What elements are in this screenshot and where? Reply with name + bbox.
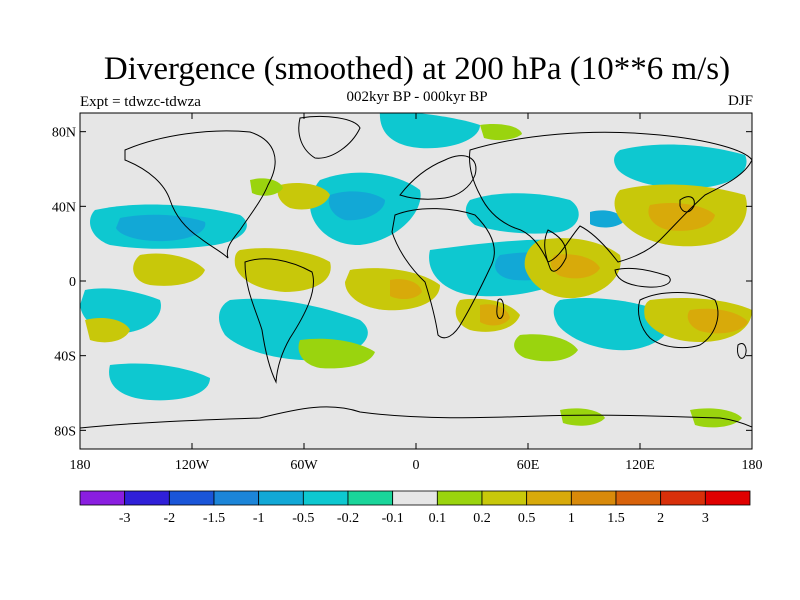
season-label: DJF xyxy=(727,93,753,109)
colorbar-label: 0.5 xyxy=(518,511,536,526)
colorbar-label: -2 xyxy=(163,511,175,526)
x-tick-label: 120W xyxy=(175,458,210,473)
x-tick-label: 180 xyxy=(70,458,91,473)
coastline-japan xyxy=(679,196,695,213)
colorbar-box xyxy=(615,490,662,506)
colorbar-label: -3 xyxy=(119,511,131,526)
y-tick-label: 0 xyxy=(69,275,76,290)
y-tick-label: 80N xyxy=(52,126,76,141)
colorbar-label: 2 xyxy=(657,511,664,526)
colorbar-label: -0.1 xyxy=(382,511,404,526)
colorbar-box xyxy=(79,490,126,506)
colorbar-box xyxy=(302,490,349,506)
colorbar-box xyxy=(481,490,528,506)
x-tick-label: 60E xyxy=(517,458,540,473)
y-tick-label: 80S xyxy=(54,424,76,439)
colorbar-labels: -3 -2 -1.5 -1 -0.5 -0.2 -0.1 0.1 0.2 0.5 1 1.5 2 3 xyxy=(119,511,709,526)
colorbar-label: 3 xyxy=(702,511,709,526)
y-tick-label: 40N xyxy=(52,200,76,215)
coastline-madagascar xyxy=(496,298,505,319)
coastline-south-america xyxy=(244,258,314,384)
coastline-indonesia xyxy=(614,267,671,288)
coastline-australia xyxy=(637,292,719,349)
x-tick-label: 0 xyxy=(413,458,420,473)
colorbar-label: 0.2 xyxy=(473,511,491,526)
colorbar-box xyxy=(168,490,215,506)
colorbar-label: -1 xyxy=(253,511,265,526)
coastline-asia xyxy=(469,131,752,263)
colorbar-label: 1 xyxy=(568,511,575,526)
colorbar-box xyxy=(436,490,483,506)
y-tick-label: 40S xyxy=(54,350,76,365)
y-axis: 80N 40N 0 40S 80S xyxy=(52,126,752,439)
colorbar-box xyxy=(124,490,170,506)
colorbar-box xyxy=(570,490,617,506)
weak-divergence-regions xyxy=(250,124,742,428)
colorbar-box xyxy=(347,490,394,506)
colorbar-box xyxy=(660,490,706,506)
divergence-field xyxy=(80,113,752,429)
colorbar-label: -0.2 xyxy=(337,511,359,526)
colorbar-label: 1.5 xyxy=(607,511,625,526)
colorbar-box xyxy=(258,490,304,506)
x-tick-label: 60W xyxy=(290,458,318,473)
colorbar-box xyxy=(704,490,751,506)
coastline-greenland xyxy=(298,115,361,159)
colorbar-label: -0.5 xyxy=(292,511,314,526)
coastline-north-america xyxy=(124,130,276,259)
chart-title: Divergence (smoothed) at 200 hPa (10**6 … xyxy=(103,51,731,87)
colorbar xyxy=(79,490,751,506)
colorbar-label: -1.5 xyxy=(203,511,225,526)
colorbar-box xyxy=(213,490,260,506)
colorbar-box xyxy=(392,490,438,506)
x-tick-label: 180 xyxy=(742,458,763,473)
chart-subtitle: 002kyr BP - 000kyr BP xyxy=(346,89,488,105)
experiment-label: Expt = tdwzc-tdwza xyxy=(80,94,201,110)
coastline-europe xyxy=(399,155,477,200)
x-tick-label: 120E xyxy=(625,458,655,473)
coastline-africa xyxy=(391,208,495,339)
coastline-new-zealand xyxy=(737,342,747,359)
coastline-india xyxy=(544,229,567,272)
x-axis: 180 120W 60W 0 60E 120E 180 xyxy=(70,113,763,473)
coastline-antarctica xyxy=(80,406,752,429)
colorbar-box xyxy=(526,490,572,506)
colorbar-label: 0.1 xyxy=(429,511,447,526)
coastlines xyxy=(80,115,752,429)
